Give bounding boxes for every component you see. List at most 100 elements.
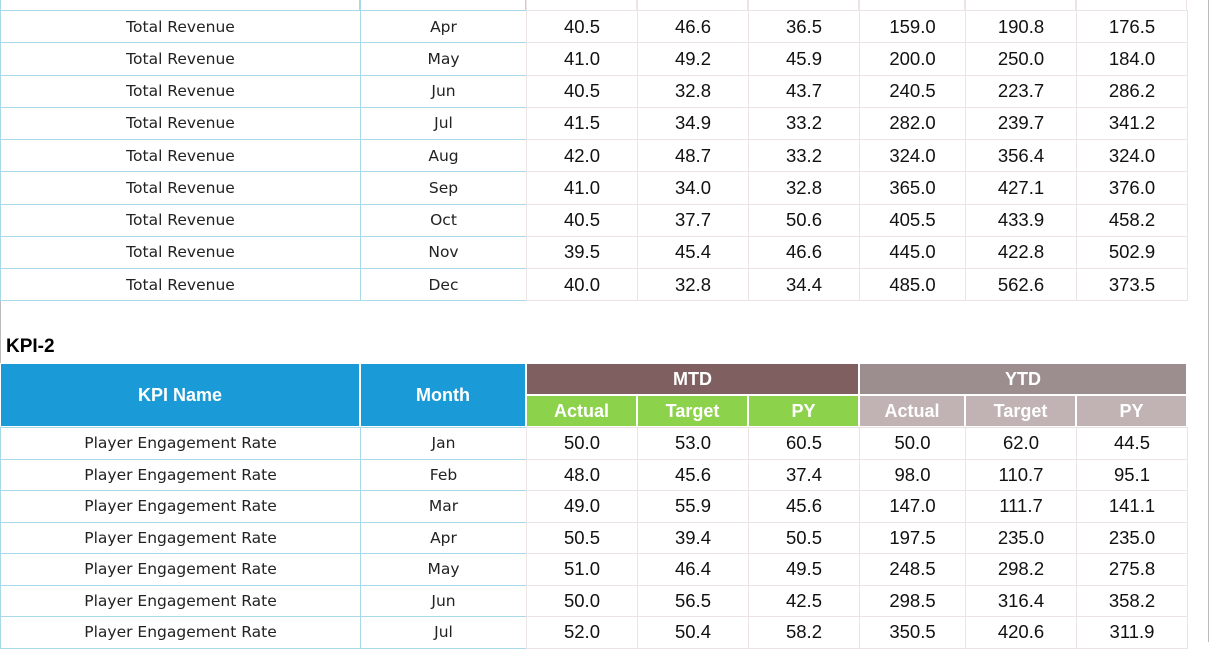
value-cell: 141.1	[1076, 490, 1188, 523]
label-cell: Mar	[360, 490, 527, 523]
value-cell: 248.5	[859, 553, 966, 586]
value-cell: 356.4	[965, 139, 1077, 173]
header-cell: YTD	[859, 363, 1187, 395]
value-cell: 45.6	[637, 458, 749, 491]
subheader-cell: Actual	[859, 395, 965, 427]
value-cell: 298.5	[859, 584, 966, 617]
value-cell: 235.0	[1076, 521, 1188, 554]
label-cell: Jun	[360, 584, 527, 617]
value-cell: 36.5	[748, 10, 860, 44]
value-cell: 39.4	[637, 521, 749, 554]
value-cell: 43.7	[748, 74, 860, 108]
label-cell: Player Engagement Rate	[0, 584, 361, 617]
value-cell: 41.0	[526, 171, 638, 205]
value-cell: 40.5	[526, 10, 638, 44]
label-cell: Jul	[360, 106, 527, 140]
label-cell: Jan	[360, 427, 527, 460]
value-cell: 42.0	[526, 139, 638, 173]
value-cell: 282.0	[859, 106, 966, 140]
value-cell: 32.8	[637, 268, 749, 302]
value-cell: 176.5	[1076, 10, 1188, 44]
value-cell: 39.5	[526, 235, 638, 269]
sheet-edge	[1208, 0, 1209, 642]
label-cell: Player Engagement Rate	[0, 553, 361, 586]
value-cell: 46.6	[748, 235, 860, 269]
value-cell: 365.0	[859, 171, 966, 205]
value-cell: 298.2	[965, 553, 1077, 586]
value-cell: 34.0	[637, 171, 749, 205]
value-cell: 502.9	[1076, 235, 1188, 269]
value-cell: 286.2	[1076, 74, 1188, 108]
label-cell: Total Revenue	[0, 171, 361, 205]
value-cell: 239.7	[965, 106, 1077, 140]
label-cell: Apr	[360, 10, 527, 44]
value-cell: 50.4	[637, 616, 749, 649]
value-cell: 32.8	[637, 74, 749, 108]
label-cell: Total Revenue	[0, 10, 361, 44]
value-cell: 50.5	[748, 521, 860, 554]
value-cell: 190.8	[965, 10, 1077, 44]
value-cell: 433.9	[965, 203, 1077, 237]
value-cell: 58.2	[748, 616, 860, 649]
value-cell: 159.0	[859, 10, 966, 44]
value-cell: 45.9	[748, 42, 860, 76]
value-cell: 197.5	[859, 521, 966, 554]
value-cell: 240.5	[859, 74, 966, 108]
value-cell: 223.7	[965, 74, 1077, 108]
value-cell: 111.7	[965, 490, 1077, 523]
cell	[360, 0, 526, 11]
value-cell: 316.4	[965, 584, 1077, 617]
value-cell: 56.5	[637, 584, 749, 617]
value-cell: 34.9	[637, 106, 749, 140]
label-cell: Player Engagement Rate	[0, 616, 361, 649]
value-cell: 250.0	[965, 42, 1077, 76]
header-cell: Month	[360, 363, 526, 427]
value-cell: 37.4	[748, 458, 860, 491]
value-cell: 49.2	[637, 42, 749, 76]
label-cell: Player Engagement Rate	[0, 521, 361, 554]
value-cell: 37.7	[637, 203, 749, 237]
value-cell: 445.0	[859, 235, 966, 269]
value-cell: 52.0	[526, 616, 638, 649]
label-cell: Apr	[360, 521, 527, 554]
header-cell: MTD	[526, 363, 859, 395]
value-cell: 40.5	[526, 203, 638, 237]
label-cell: Jun	[360, 74, 527, 108]
value-cell: 458.2	[1076, 203, 1188, 237]
value-cell: 147.0	[859, 490, 966, 523]
label-cell: May	[360, 553, 527, 586]
cell	[0, 0, 360, 11]
label-cell: Player Engagement Rate	[0, 427, 361, 460]
value-cell: 275.8	[1076, 553, 1188, 586]
value-cell: 33.2	[748, 139, 860, 173]
label-cell: Jul	[360, 616, 527, 649]
value-cell: 358.2	[1076, 584, 1188, 617]
value-cell: 405.5	[859, 203, 966, 237]
value-cell: 42.5	[748, 584, 860, 617]
value-cell: 98.0	[859, 458, 966, 491]
value-cell: 34.4	[748, 268, 860, 302]
value-cell: 95.1	[1076, 458, 1188, 491]
label-cell: Feb	[360, 458, 527, 491]
value-cell: 376.0	[1076, 171, 1188, 205]
subheader-cell: PY	[748, 395, 859, 427]
value-cell: 40.0	[526, 268, 638, 302]
value-cell: 485.0	[859, 268, 966, 302]
value-cell: 50.0	[526, 584, 638, 617]
value-cell: 60.5	[748, 427, 860, 460]
label-cell: Total Revenue	[0, 268, 361, 302]
label-cell: Player Engagement Rate	[0, 458, 361, 491]
value-cell: 48.0	[526, 458, 638, 491]
value-cell: 51.0	[526, 553, 638, 586]
value-cell: 110.7	[965, 458, 1077, 491]
value-cell: 49.5	[748, 553, 860, 586]
value-cell: 48.7	[637, 139, 749, 173]
value-cell: 40.5	[526, 74, 638, 108]
value-cell: 50.6	[748, 203, 860, 237]
value-cell: 427.1	[965, 171, 1077, 205]
value-cell: 45.4	[637, 235, 749, 269]
cell	[637, 0, 748, 11]
value-cell: 46.6	[637, 10, 749, 44]
label-cell: Total Revenue	[0, 235, 361, 269]
value-cell: 62.0	[965, 427, 1077, 460]
